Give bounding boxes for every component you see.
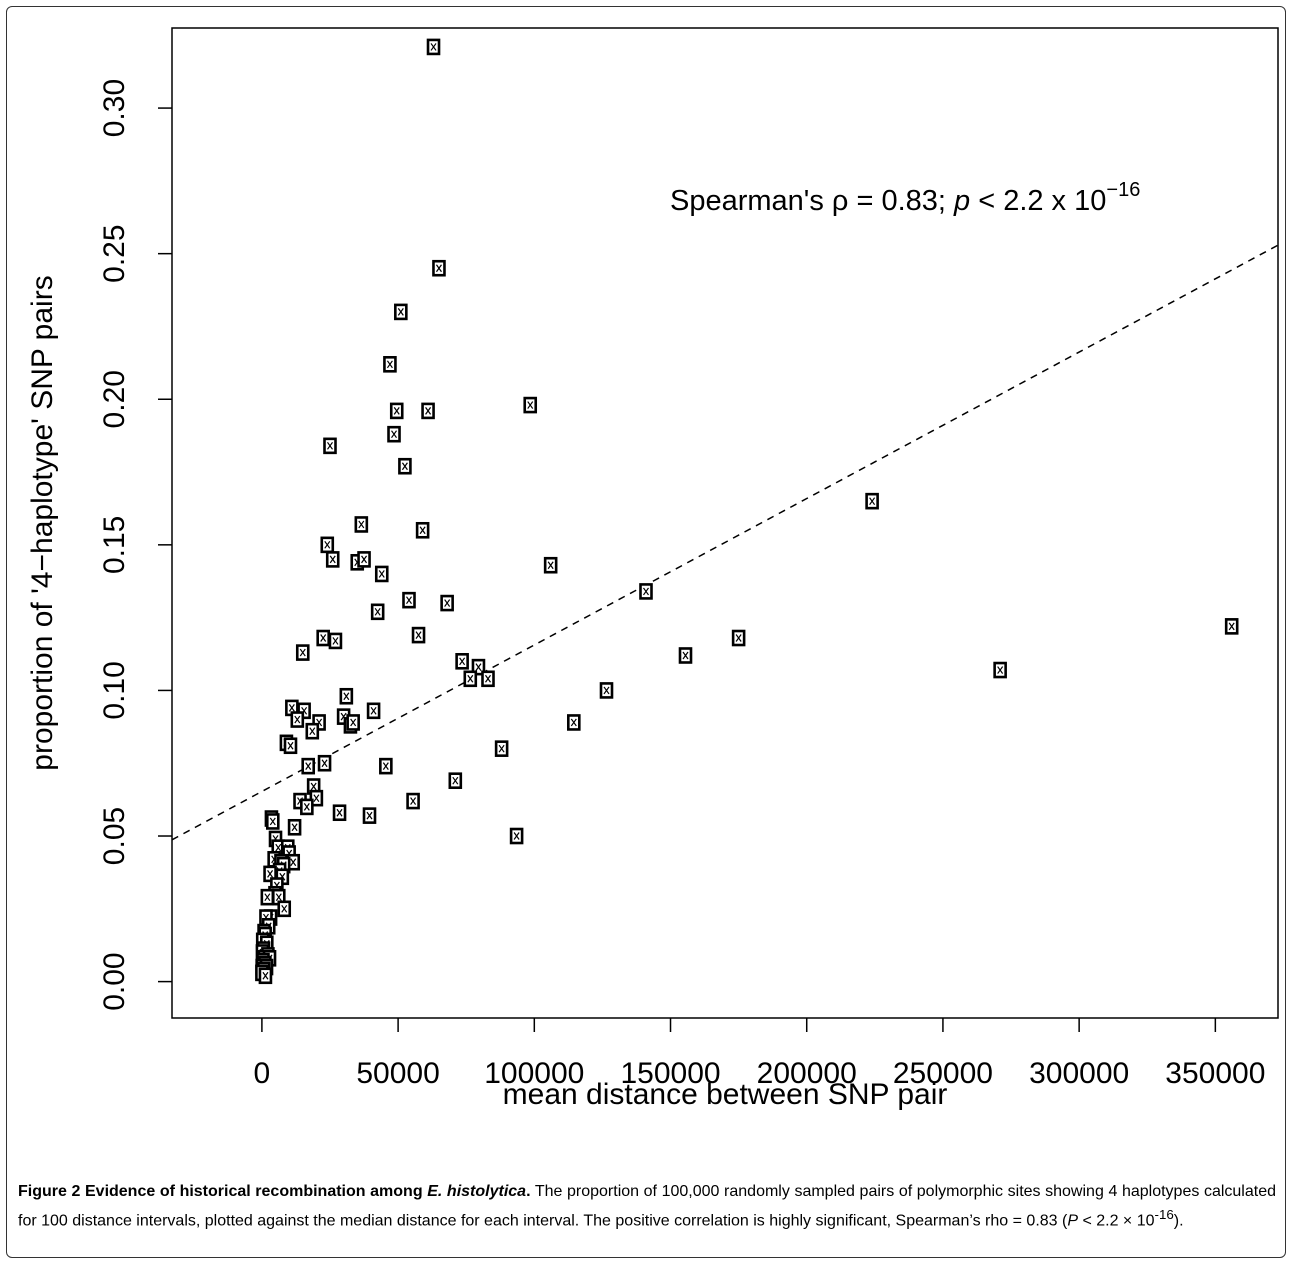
data-point (320, 536, 335, 554)
data-point (463, 670, 478, 688)
data-point (387, 425, 401, 443)
data-point (260, 888, 275, 906)
data-point (509, 827, 524, 845)
data-point (287, 818, 302, 836)
data-point (567, 714, 581, 731)
x-tick-label: 200000 (757, 1057, 857, 1090)
regression-fit-line (171, 244, 1279, 841)
data-point (362, 807, 377, 824)
data-point (394, 303, 408, 321)
data-point (354, 516, 369, 533)
data-point (339, 687, 354, 705)
data-point (328, 632, 343, 650)
x-tick-label: 150000 (620, 1057, 720, 1090)
x-axis: 0 50000 100000 150000 200000 250000 300000 3500… (254, 1018, 1265, 1090)
annotation-exponent: −16 (1106, 179, 1140, 201)
data-point (301, 757, 316, 775)
y-axis: 0.00 0.05 0.10 0.15 0.20 0.25 0.30 (98, 79, 172, 1011)
annotation-mid: < 2.2 x 10 (970, 185, 1106, 217)
caption-text-2: < 2.2 × 10 (1078, 1212, 1155, 1230)
data-point (370, 603, 385, 621)
x-tick-label: 50000 (356, 1057, 439, 1090)
caption-text-1: The proportion of 100,000 randomly sampl… (18, 1183, 1276, 1230)
x-tick-label: 250000 (893, 1057, 993, 1090)
annotation-prefix: Spearman's ρ = 0.83; (670, 185, 954, 217)
data-point (543, 556, 558, 574)
annotation-p: p (953, 185, 970, 217)
figure-caption: Figure 2 Evidence of historical recombin… (18, 1180, 1276, 1232)
data-point (523, 396, 538, 414)
data-point (309, 789, 324, 807)
x-tick-label: 100000 (484, 1057, 584, 1090)
data-point (263, 865, 277, 883)
data-point (389, 402, 404, 420)
data-point (1224, 618, 1239, 635)
data-point (290, 711, 305, 728)
data-point (258, 967, 273, 985)
caption-text-3: ). (1173, 1212, 1184, 1230)
y-tick-label: 0.30 (98, 79, 131, 137)
data-point (317, 754, 332, 772)
data-point (383, 356, 397, 373)
y-tick-label: 0.05 (98, 807, 131, 865)
data-point (639, 583, 653, 600)
data-point (346, 714, 360, 731)
y-tick-label: 0.25 (98, 224, 131, 282)
data-point (421, 402, 435, 420)
data-point (678, 647, 693, 664)
data-point (374, 565, 389, 583)
data-point (300, 798, 314, 816)
figure-frame (6, 6, 1286, 1258)
data-point (471, 658, 486, 676)
data-point (426, 38, 441, 56)
data-point (406, 792, 420, 810)
y-tick-label: 0.15 (98, 516, 131, 574)
data-point (332, 804, 347, 822)
data-point (415, 521, 430, 539)
y-tick-label: 0.20 (98, 370, 131, 428)
data-point (402, 591, 416, 609)
x-axis-title: mean distance between SNP pair (503, 1078, 948, 1111)
data-point (494, 740, 509, 757)
correlation-annotation: Spearman's ρ = 0.83; p < 2.2 x 10−16 (670, 179, 1140, 217)
y-axis-title: proportion of '4−haplotype' SNP pairs (26, 275, 59, 770)
scatter-chart: 0.00 0.05 0.10 0.15 0.20 0.25 0.30 0 50000 10000… (26, 27, 1279, 1111)
data-point (440, 594, 454, 612)
y-tick-label: 0.00 (98, 952, 131, 1010)
data-point (398, 457, 412, 475)
data-point (295, 644, 310, 661)
data-point (366, 702, 381, 720)
data-point (455, 653, 469, 670)
data-point (432, 259, 446, 277)
caption-p: P (1067, 1212, 1078, 1230)
y-tick-label: 0.10 (98, 661, 131, 719)
plot-area-border (171, 27, 1279, 1019)
data-points (255, 38, 1239, 985)
data-point (325, 551, 340, 568)
data-point (283, 737, 298, 755)
data-point (316, 629, 330, 647)
fit-line (171, 244, 1279, 841)
data-point (277, 900, 292, 918)
data-point (731, 629, 746, 647)
x-tick-label: 350000 (1165, 1057, 1265, 1090)
x-tick-label: 300000 (1029, 1057, 1129, 1090)
data-point (265, 813, 280, 830)
data-point (865, 492, 879, 510)
data-point (323, 437, 337, 455)
caption-exponent: -16 (1154, 1207, 1174, 1222)
data-point (357, 551, 371, 568)
data-point (411, 626, 426, 644)
caption-title: Figure 2 Evidence of historical recombin… (18, 1183, 531, 1200)
data-point (379, 757, 393, 775)
x-tick-label: 0 (254, 1057, 271, 1090)
data-point (481, 670, 495, 688)
data-point (305, 722, 320, 740)
data-point (993, 661, 1007, 679)
data-point (448, 772, 463, 789)
data-point (599, 682, 614, 699)
